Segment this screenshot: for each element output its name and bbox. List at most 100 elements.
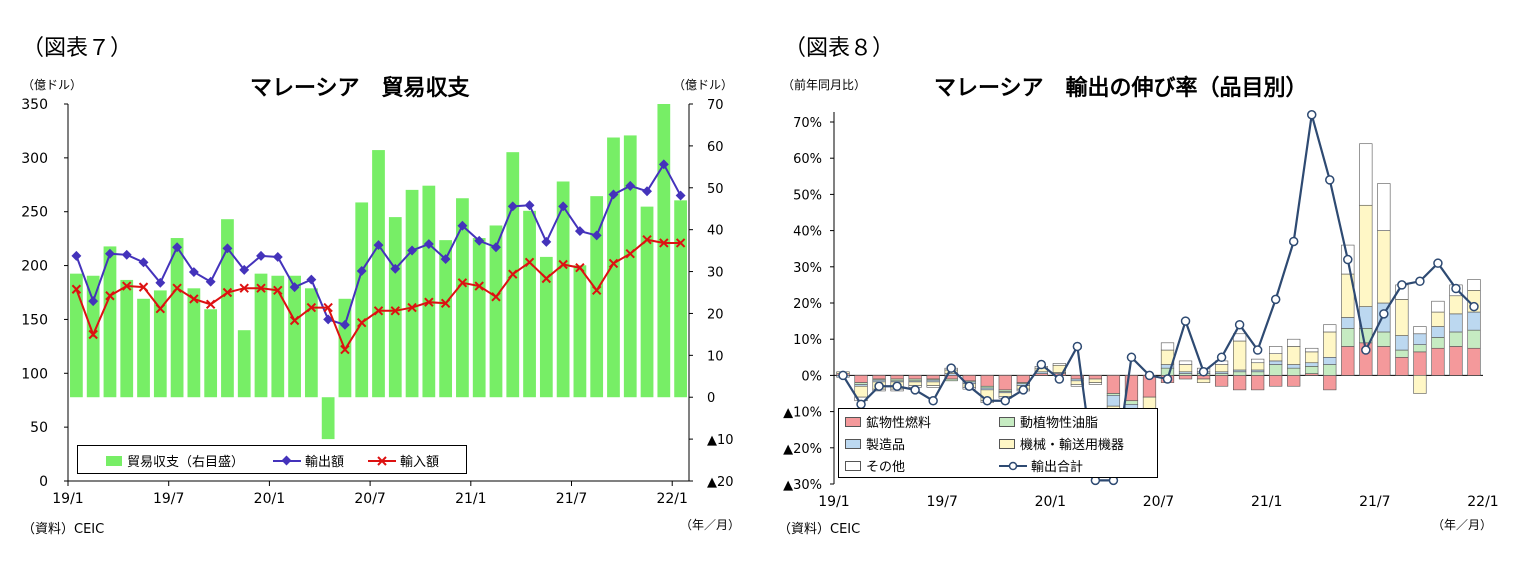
y-tick-label: 20%	[793, 297, 822, 312]
balance-bar	[405, 189, 419, 398]
fuel-bar	[1323, 375, 1337, 391]
right-tick-label: 20	[707, 307, 724, 322]
oils-bar	[1413, 344, 1427, 353]
right-tick-label: 0	[707, 391, 715, 406]
exports-point	[239, 264, 250, 275]
imports-point	[457, 278, 468, 288]
balance-bar	[539, 256, 553, 398]
total-point	[1415, 276, 1425, 287]
exports-point	[205, 276, 216, 287]
left-tick-label: 0	[39, 474, 48, 490]
imports-point	[205, 299, 216, 310]
fuel-bar	[1467, 347, 1481, 376]
other-bar	[1467, 279, 1481, 291]
total-point	[1072, 341, 1083, 352]
legend-label-oils: 動植物性油脂	[1020, 416, 1099, 431]
legend-label-fuel: 鉱物性燃料	[866, 416, 932, 431]
fuel-bar	[1106, 375, 1121, 394]
exports-point	[440, 254, 451, 265]
legend-label-other: その他	[866, 460, 906, 475]
total-point	[1469, 301, 1479, 312]
fuel-bar	[998, 375, 1012, 391]
balance-bar	[523, 210, 536, 398]
legend-swatch-machinery	[999, 438, 1015, 449]
balance-bar	[355, 202, 369, 398]
balance-bar	[472, 238, 486, 398]
right-tick-label: 50	[707, 182, 724, 197]
oils-bar	[1251, 371, 1265, 376]
x-tick-label: 21/1	[1251, 494, 1282, 510]
imports-point	[541, 273, 552, 284]
machinery-bar	[1287, 346, 1301, 365]
legend-swatch-other	[845, 460, 861, 471]
legend-item-other: その他	[845, 456, 905, 475]
balance-bar	[489, 225, 503, 398]
machinery-bar	[1305, 351, 1319, 364]
balance-bar	[388, 217, 402, 398]
legend-label-imports: 輸入額	[400, 455, 440, 470]
fuel-bar	[1377, 346, 1391, 376]
x-tick-label: 20/7	[354, 491, 385, 507]
imports-point	[625, 249, 635, 259]
left-tick-label: 150	[21, 312, 48, 328]
imports-point	[407, 302, 417, 313]
oils-bar	[1305, 366, 1319, 374]
x-tick-label: 19/7	[153, 491, 184, 507]
other-bar	[1269, 346, 1283, 354]
other-bar	[1323, 324, 1337, 333]
exports-point	[541, 236, 552, 247]
imports-point	[122, 281, 132, 291]
imports-point	[508, 269, 518, 279]
left-tick-label: 200	[21, 259, 48, 275]
left-tick-label: 50	[30, 420, 48, 436]
balance-bar	[573, 265, 587, 398]
imports-point	[591, 285, 602, 296]
total-point	[1054, 374, 1065, 384]
imports-point	[357, 317, 367, 328]
imports-point	[373, 306, 384, 316]
other-bar	[1160, 342, 1175, 351]
machinery-bar	[1269, 353, 1283, 362]
figure-label: （図表８）	[784, 36, 895, 61]
figure-label: （図表７）	[22, 36, 133, 61]
imports-point	[474, 281, 484, 291]
legend-label-total: 輸出合計	[1031, 460, 1084, 475]
exports-point	[188, 267, 199, 277]
other-bar	[926, 385, 940, 388]
figure-7-panel: （図表７） マレーシア 貿易収支 （億ドル） （億ドル） 0 50 100 150 20…	[0, 0, 756, 583]
exports-point	[574, 226, 585, 237]
right-tick-label: ▲10	[707, 433, 734, 448]
imports-point	[273, 285, 283, 296]
exports-point	[356, 266, 367, 276]
fuel-bar	[962, 375, 976, 382]
fuel-bar	[854, 375, 868, 383]
legend-swatch-total	[999, 459, 1027, 473]
legend-label-machinery: 機械・輸送用機器	[1020, 438, 1125, 453]
total-point	[1306, 110, 1317, 120]
exports-point	[608, 189, 619, 200]
total-line	[842, 114, 1475, 482]
oils-bar	[1467, 329, 1481, 349]
right-tick-label: 40	[707, 224, 724, 239]
exports-point	[474, 235, 485, 246]
machinery-bar	[1196, 378, 1211, 383]
chart-title: マレーシア 貿易収支	[250, 76, 470, 101]
y-tick-label: ▲30%	[783, 478, 822, 493]
balance-bar	[187, 288, 201, 398]
imports-point	[424, 297, 434, 307]
other-bar	[1251, 358, 1265, 364]
x-tick-label: 20/1	[1035, 494, 1066, 510]
data-source: （資料）CEIC	[22, 522, 105, 537]
imports-point	[642, 235, 652, 245]
imports-point	[256, 283, 266, 293]
total-point	[1144, 370, 1155, 381]
oils-bar	[1449, 331, 1463, 347]
manufactured-bar	[1395, 335, 1409, 351]
y-tick-label: 60%	[793, 152, 822, 167]
imports-point	[138, 282, 149, 292]
trade-balance-chart: 0 50 100 150 200 250 300 350 ▲20 ▲10 0 10 20 30 40 50 60…	[21, 97, 734, 507]
total-point	[892, 381, 902, 392]
machinery-bar	[1214, 364, 1229, 373]
machinery-bar	[1449, 295, 1463, 315]
balance-bar	[372, 150, 385, 398]
